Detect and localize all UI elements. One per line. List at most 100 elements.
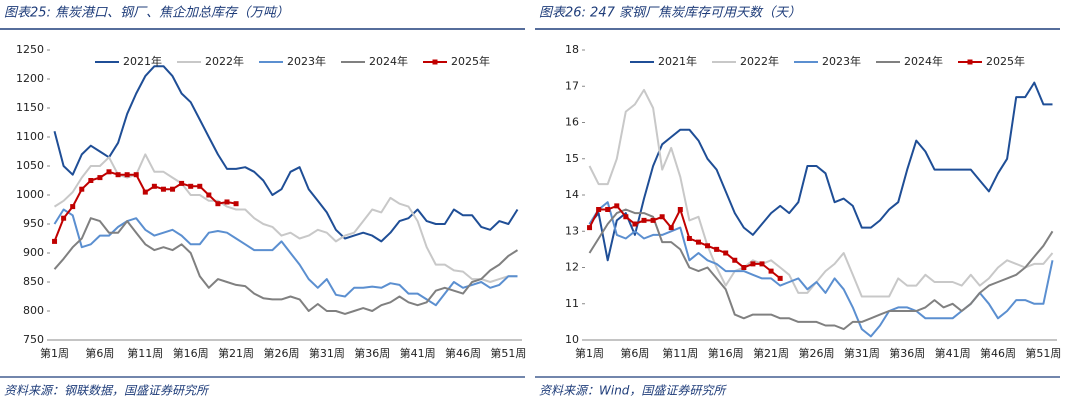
point (188, 183, 194, 189)
point (224, 199, 230, 205)
point (677, 207, 683, 212)
point (133, 172, 139, 178)
point (179, 180, 185, 186)
series-line (588, 201, 1054, 338)
y-tick-label: 10 (565, 333, 579, 346)
legend-label: 2021年 (658, 54, 697, 68)
x-tick-label: 第26周 (263, 346, 299, 360)
legend-label: 2025年 (451, 54, 490, 68)
point (70, 204, 76, 210)
legend-marker (967, 59, 973, 65)
y-tick-label: 16 (565, 116, 579, 129)
chart-title: 图表25: 焦炭港口、钢厂、焦企加总库存（万吨） (4, 5, 289, 21)
point (641, 217, 647, 223)
point (596, 207, 602, 212)
y-tick-label: 800 (23, 304, 44, 317)
y-tick-label: 1100 (16, 130, 44, 143)
x-tick-label: 第16周 (708, 346, 744, 360)
y-tick-label: 850 (23, 275, 44, 288)
point (650, 217, 656, 223)
point (206, 192, 212, 198)
x-tick-label: 第46周 (445, 346, 481, 360)
x-tick-label: 第36周 (354, 346, 390, 360)
point (61, 215, 67, 221)
y-tick-label: 1150 (16, 101, 44, 114)
legend-label: 2023年 (287, 54, 326, 68)
y-tick-label: 18 (565, 43, 579, 56)
source: 资料来源：Wind，国盛证券研究所 (539, 384, 727, 398)
series-line (53, 208, 518, 307)
series-line (53, 153, 518, 283)
legend-label: 2025年 (986, 54, 1025, 68)
series-line (588, 204, 781, 280)
point (124, 172, 130, 178)
point (750, 261, 756, 267)
point (623, 214, 629, 220)
y-tick-label: 15 (565, 152, 579, 165)
point (777, 275, 783, 281)
y-tick-label: 750 (23, 333, 44, 346)
series-line (588, 88, 1054, 298)
x-tick-label: 第16周 (173, 346, 209, 360)
point (714, 246, 720, 252)
point (605, 207, 611, 212)
point (88, 178, 94, 183)
point (197, 183, 203, 189)
x-tick-label: 第31周 (309, 346, 345, 360)
y-tick-label: 900 (23, 246, 44, 259)
legend-label: 2024年 (904, 54, 943, 68)
point (79, 186, 85, 192)
y-tick-label: 1000 (16, 188, 44, 201)
x-tick-label: 第6周 (620, 346, 649, 360)
x-tick-label: 第11周 (127, 346, 163, 360)
legend-marker (432, 59, 438, 65)
point (659, 214, 665, 220)
point (233, 201, 239, 207)
x-tick-label: 第51周 (490, 346, 526, 360)
source: 资料来源：钢联数据，国盛证券研究所 (4, 384, 210, 398)
x-tick-label: 第11周 (662, 346, 698, 360)
legend-label: 2022年 (205, 54, 244, 68)
point (170, 186, 176, 192)
legend-label: 2021年 (123, 54, 162, 68)
chart-title: 图表26: 247 家钢厂焦炭库存可用天数（天） (539, 5, 801, 21)
x-tick-label: 第26周 (798, 346, 834, 360)
point (160, 186, 166, 192)
x-tick-label: 第41周 (400, 346, 436, 360)
point (723, 250, 729, 256)
point (705, 243, 711, 249)
y-tick-label: 1250 (16, 43, 44, 56)
y-tick-label: 1050 (16, 159, 44, 172)
y-tick-label: 13 (565, 224, 579, 237)
legend-label: 2022年 (740, 54, 779, 68)
x-tick-label: 第21周 (753, 346, 789, 360)
x-tick-label: 第41周 (935, 346, 971, 360)
x-tick-label: 第31周 (844, 346, 880, 360)
y-tick-label: 12 (565, 261, 579, 274)
point (732, 257, 738, 263)
point (695, 239, 701, 245)
y-tick-label: 17 (565, 79, 579, 92)
point (215, 201, 221, 207)
point (768, 268, 774, 274)
x-tick-label: 第6周 (85, 346, 114, 360)
point (106, 169, 112, 175)
series-line (53, 65, 519, 243)
point (587, 225, 593, 231)
point (151, 183, 157, 189)
point (97, 175, 103, 181)
point (759, 261, 765, 267)
point (668, 225, 674, 231)
y-tick-label: 1200 (16, 72, 44, 85)
x-tick-label: 第1周 (40, 346, 69, 360)
legend-label: 2024年 (369, 54, 408, 68)
x-tick-label: 第51周 (1025, 346, 1061, 360)
x-tick-label: 第46周 (980, 346, 1016, 360)
point (741, 265, 747, 270)
series-line (588, 208, 1054, 331)
x-tick-label: 第21周 (218, 346, 254, 360)
x-tick-label: 第36周 (889, 346, 925, 360)
y-tick-label: 14 (565, 188, 579, 201)
series-line (53, 217, 519, 315)
